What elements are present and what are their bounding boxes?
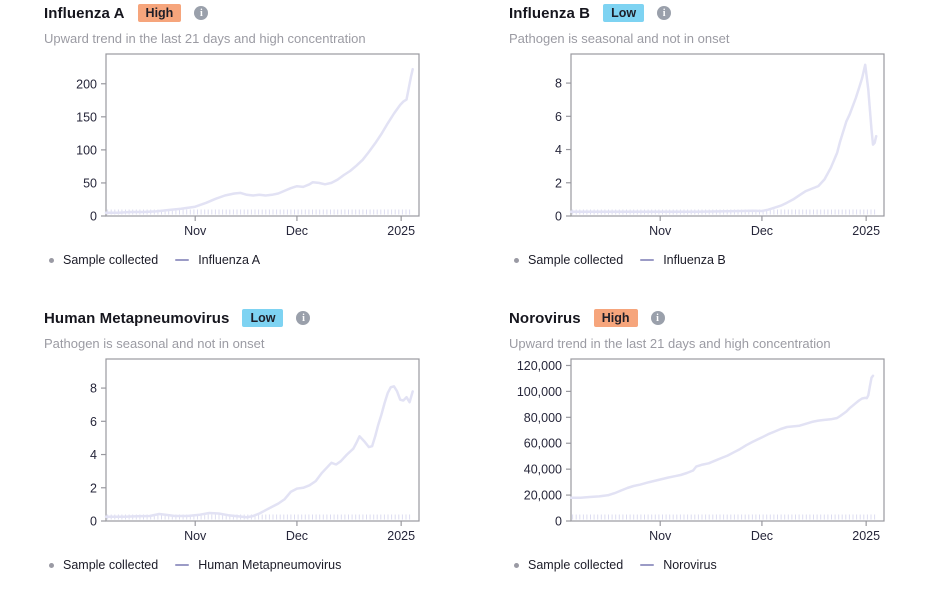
legend-sample-label: Sample collected (528, 558, 624, 572)
svg-text:2: 2 (90, 481, 97, 495)
risk-badge: High (137, 3, 182, 23)
line-chart[interactable]: 0 20,000 40,000 60,000 80,000 100,000 120,000 N… (509, 356, 889, 551)
legend-series-label: Influenza A (198, 253, 261, 267)
chart-area[interactable]: 0 2 4 6 8 Nov Dec 2025 (44, 356, 464, 556)
svg-text:20,000: 20,000 (524, 489, 562, 503)
legend-sample-label: Sample collected (528, 253, 624, 267)
legend-series-label: Norovirus (663, 558, 717, 572)
card-header: Human Metapneumovirus Low i (44, 307, 464, 329)
svg-text:0: 0 (555, 210, 562, 224)
svg-text:Dec: Dec (751, 224, 773, 238)
info-icon[interactable]: i (650, 311, 665, 325)
sample-collected-dot-icon (49, 562, 54, 568)
chart-legend: Sample collected Human Metapneumovirus (44, 557, 464, 573)
chart-area[interactable]: 0 2 4 6 8 Nov Dec 2025 (509, 51, 929, 251)
legend-series-label: Human Metapneumovirus (198, 558, 342, 572)
pathogen-title: Norovirus (509, 309, 581, 327)
series-line-icon (640, 259, 655, 261)
pathogen-card-norovirus: Norovirus High i Upward trend in the las… (509, 307, 929, 573)
pathogen-title: Influenza A (44, 4, 125, 22)
line-chart[interactable]: 0 2 4 6 8 Nov Dec 2025 (44, 356, 424, 551)
svg-text:60,000: 60,000 (524, 437, 562, 451)
series-line-icon (640, 564, 655, 566)
card-header: Influenza B Low i (509, 2, 929, 24)
svg-text:Dec: Dec (286, 529, 308, 543)
legend-series-label: Influenza B (663, 253, 726, 267)
info-icon[interactable]: i (296, 311, 311, 325)
pathogen-card-human-metapneumovirus: Human Metapneumovirus Low i Pathogen is … (44, 307, 464, 573)
card-header: Influenza A High i (44, 2, 464, 24)
svg-text:40,000: 40,000 (524, 463, 562, 477)
svg-text:2: 2 (555, 176, 562, 190)
card-header: Norovirus High i (509, 307, 929, 329)
risk-badge: High (593, 308, 638, 328)
svg-text:100: 100 (76, 143, 97, 157)
risk-badge: Low (603, 3, 645, 23)
svg-text:4: 4 (90, 448, 97, 462)
svg-text:2025: 2025 (852, 529, 880, 543)
chart-legend: Sample collected Influenza A (44, 252, 464, 268)
svg-text:0: 0 (90, 210, 97, 224)
svg-text:8: 8 (555, 77, 562, 91)
svg-text:2025: 2025 (852, 224, 880, 238)
svg-text:0: 0 (555, 515, 562, 529)
svg-text:Nov: Nov (184, 529, 207, 543)
sample-collected-dot-icon (514, 257, 519, 263)
svg-text:Nov: Nov (649, 224, 672, 238)
trend-subtitle: Upward trend in the last 21 days and hig… (509, 336, 831, 351)
svg-text:2025: 2025 (387, 224, 415, 238)
svg-text:2025: 2025 (387, 529, 415, 543)
info-icon[interactable]: i (657, 6, 672, 20)
series-line-icon (175, 259, 190, 261)
sample-collected-dot-icon (514, 562, 519, 568)
chart-area[interactable]: 0 20,000 40,000 60,000 80,000 100,000 120,000 N… (509, 356, 929, 556)
info-icon[interactable]: i (194, 6, 209, 20)
legend-sample-label: Sample collected (63, 558, 159, 572)
sample-collected-dot-icon (49, 257, 54, 263)
chart-legend: Sample collected Influenza B (509, 252, 929, 268)
svg-text:200: 200 (76, 77, 97, 91)
pathogen-title: Influenza B (509, 4, 591, 22)
svg-text:Dec: Dec (751, 529, 773, 543)
svg-text:6: 6 (555, 110, 562, 124)
svg-text:150: 150 (76, 110, 97, 124)
svg-text:50: 50 (83, 176, 97, 190)
svg-text:4: 4 (555, 143, 562, 157)
svg-text:Nov: Nov (184, 224, 207, 238)
svg-text:Dec: Dec (286, 224, 308, 238)
line-chart[interactable]: 0 50 100 150 200 Nov Dec 2025 (44, 51, 424, 246)
svg-text:100,000: 100,000 (517, 385, 562, 399)
trend-subtitle: Upward trend in the last 21 days and hig… (44, 31, 366, 46)
chart-legend: Sample collected Norovirus (509, 557, 929, 573)
svg-text:80,000: 80,000 (524, 411, 562, 425)
trend-subtitle: Pathogen is seasonal and not in onset (509, 31, 730, 46)
svg-text:8: 8 (90, 382, 97, 396)
legend-sample-label: Sample collected (63, 253, 159, 267)
pathogen-card-influenza-a: Influenza A High i Upward trend in the l… (44, 2, 464, 268)
svg-text:120,000: 120,000 (517, 359, 562, 373)
svg-text:Nov: Nov (649, 529, 672, 543)
chart-area[interactable]: 0 50 100 150 200 Nov Dec 2025 (44, 51, 464, 251)
line-chart[interactable]: 0 2 4 6 8 Nov Dec 2025 (509, 51, 889, 246)
risk-badge: Low (242, 308, 284, 328)
svg-text:0: 0 (90, 515, 97, 529)
svg-text:6: 6 (90, 415, 97, 429)
pathogen-card-influenza-b: Influenza B Low i Pathogen is seasonal a… (509, 2, 929, 268)
series-line-icon (175, 564, 190, 566)
trend-subtitle: Pathogen is seasonal and not in onset (44, 336, 265, 351)
pathogen-title: Human Metapneumovirus (44, 309, 230, 327)
